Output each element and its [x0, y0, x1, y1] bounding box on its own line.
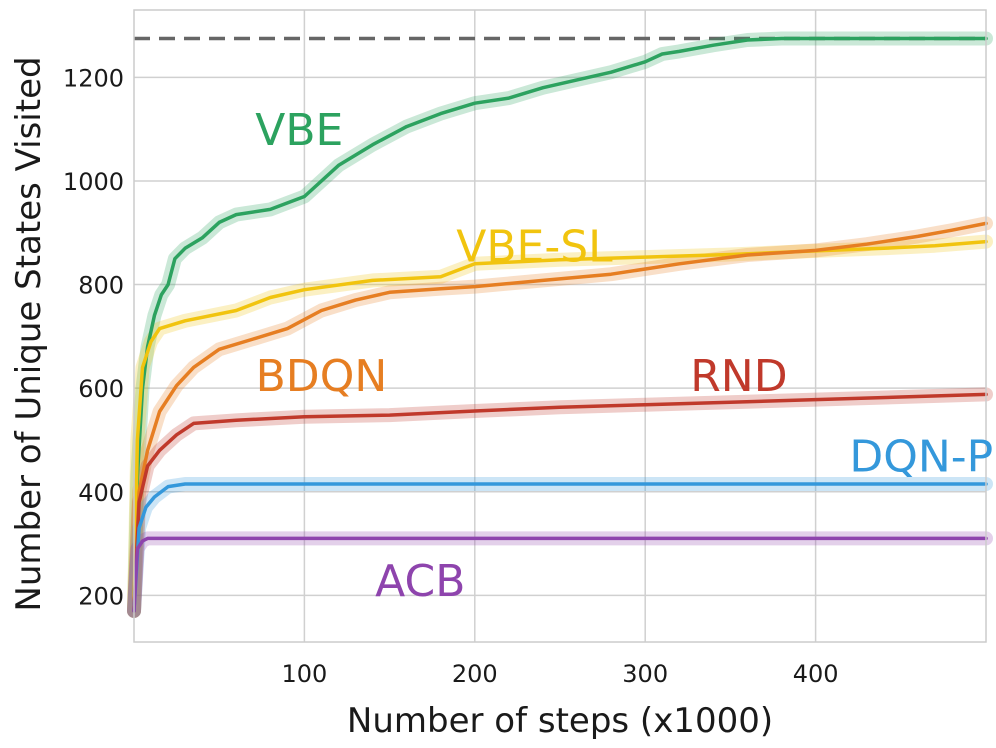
tick-labels: 100 200 300 400 200 400 600 800 1000 1200: [63, 64, 839, 688]
label-bdqn: BDQN: [256, 351, 388, 402]
y-axis-title: Number of Unique States Visited: [9, 56, 49, 611]
y-tick-label: 1200: [63, 64, 124, 92]
series-lines: [132, 36, 988, 613]
line-bdqn: [132, 221, 988, 613]
label-rnd: RND: [690, 351, 787, 402]
line-dqn-p: [132, 482, 988, 613]
x-axis-title: Number of steps (x1000): [347, 701, 773, 741]
y-tick-label: 600: [78, 375, 124, 403]
x-tick-label: 300: [622, 660, 668, 688]
line-rnd: [132, 392, 988, 613]
label-dqn-p: DQN-P: [849, 432, 993, 483]
plot-frame: [133, 9, 987, 643]
grid-lines: [134, 10, 986, 642]
y-tick-label: 400: [78, 479, 124, 507]
line-vbe: [132, 36, 988, 613]
x-tick-label: 400: [793, 660, 839, 688]
series-labels: VBE VBE-SL BDQN RND DQN-P ACB: [255, 105, 993, 607]
x-tick-label: 200: [452, 660, 498, 688]
y-tick-label: 200: [78, 582, 124, 610]
label-acb: ACB: [375, 556, 465, 607]
label-vbe: VBE: [255, 105, 343, 156]
x-tick-label: 100: [281, 660, 327, 688]
label-vbe-sl: VBE-SL: [456, 222, 613, 273]
y-tick-label: 800: [78, 272, 124, 300]
line-acb: [132, 536, 988, 613]
y-tick-label: 1000: [63, 168, 124, 196]
